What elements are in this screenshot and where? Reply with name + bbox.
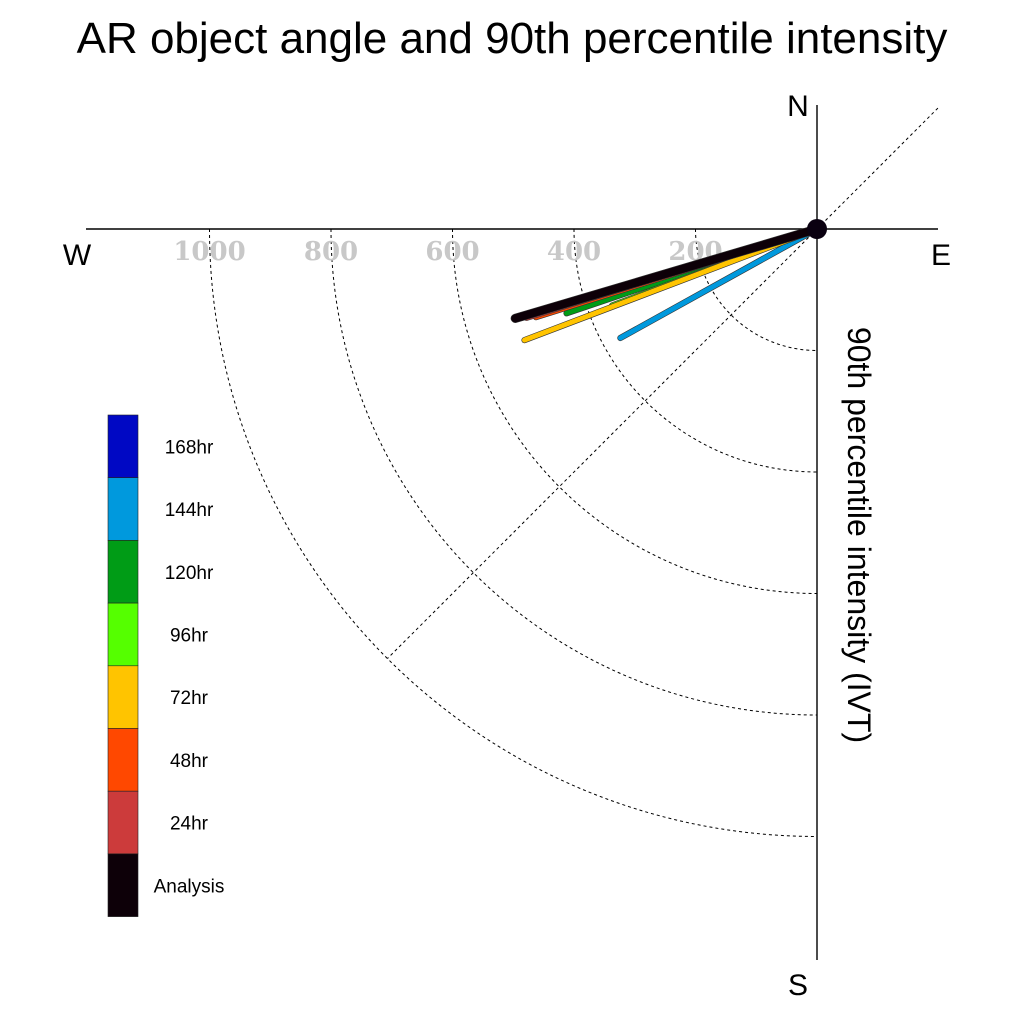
- legend-swatch-24hr: [107, 790, 139, 855]
- legend-swatch-48hr: [107, 728, 139, 792]
- legend-swatch-144hr: [107, 477, 139, 541]
- grid-arc-400: [573, 228, 818, 473]
- legend-swatch-72hr: [107, 665, 139, 729]
- legend-label-48hr: 48hr: [170, 751, 209, 772]
- compass-axes: [86, 105, 941, 960]
- legend: 168hr 144hr 120hr 96hr 72hr 48hr 24hr Analysis: [107, 414, 225, 917]
- vector-analysis: [511, 225, 821, 323]
- legend-label-24hr: 24hr: [170, 814, 209, 835]
- grid-arc-600: [452, 228, 818, 594]
- legend-label-72hr: 72hr: [170, 688, 209, 709]
- direction-east: E: [931, 239, 951, 272]
- grid-arcs: [209, 228, 818, 837]
- direction-north: N: [787, 90, 809, 123]
- legend-label-144hr: 144hr: [165, 500, 214, 521]
- tick-label-400: 400: [547, 237, 601, 267]
- grid-arc-1000: [209, 228, 818, 837]
- direction-south: S: [788, 969, 808, 1002]
- legend-label-120hr: 120hr: [165, 563, 214, 584]
- direction-west: W: [63, 239, 92, 272]
- legend-swatch-120hr: [107, 540, 139, 604]
- y-axis-label: 90th percentile intensity (IVT): [841, 327, 877, 743]
- tick-label-600: 600: [425, 237, 479, 267]
- chart-title: AR object angle and 90th percentile inte…: [76, 14, 948, 63]
- vector-144hr: [617, 226, 820, 341]
- intensity-vectors: [510, 224, 822, 344]
- legend-label-analysis: Analysis: [154, 876, 225, 897]
- legend-label-168hr: 168hr: [165, 437, 214, 458]
- legend-swatch-96hr: [107, 602, 139, 667]
- legend-swatch-analysis: [107, 853, 139, 917]
- grid-arc-200: [695, 228, 818, 351]
- origin-marker: [807, 219, 827, 239]
- legend-label-96hr: 96hr: [170, 625, 209, 646]
- tick-label-800: 800: [304, 237, 358, 267]
- diagonal-sw-guide: [387, 228, 818, 659]
- tick-label-1000: 1000: [173, 237, 245, 267]
- grid-arc-800: [330, 228, 818, 716]
- diagonal-ne-guide: [816, 105, 941, 230]
- legend-swatch-168hr: [107, 414, 139, 479]
